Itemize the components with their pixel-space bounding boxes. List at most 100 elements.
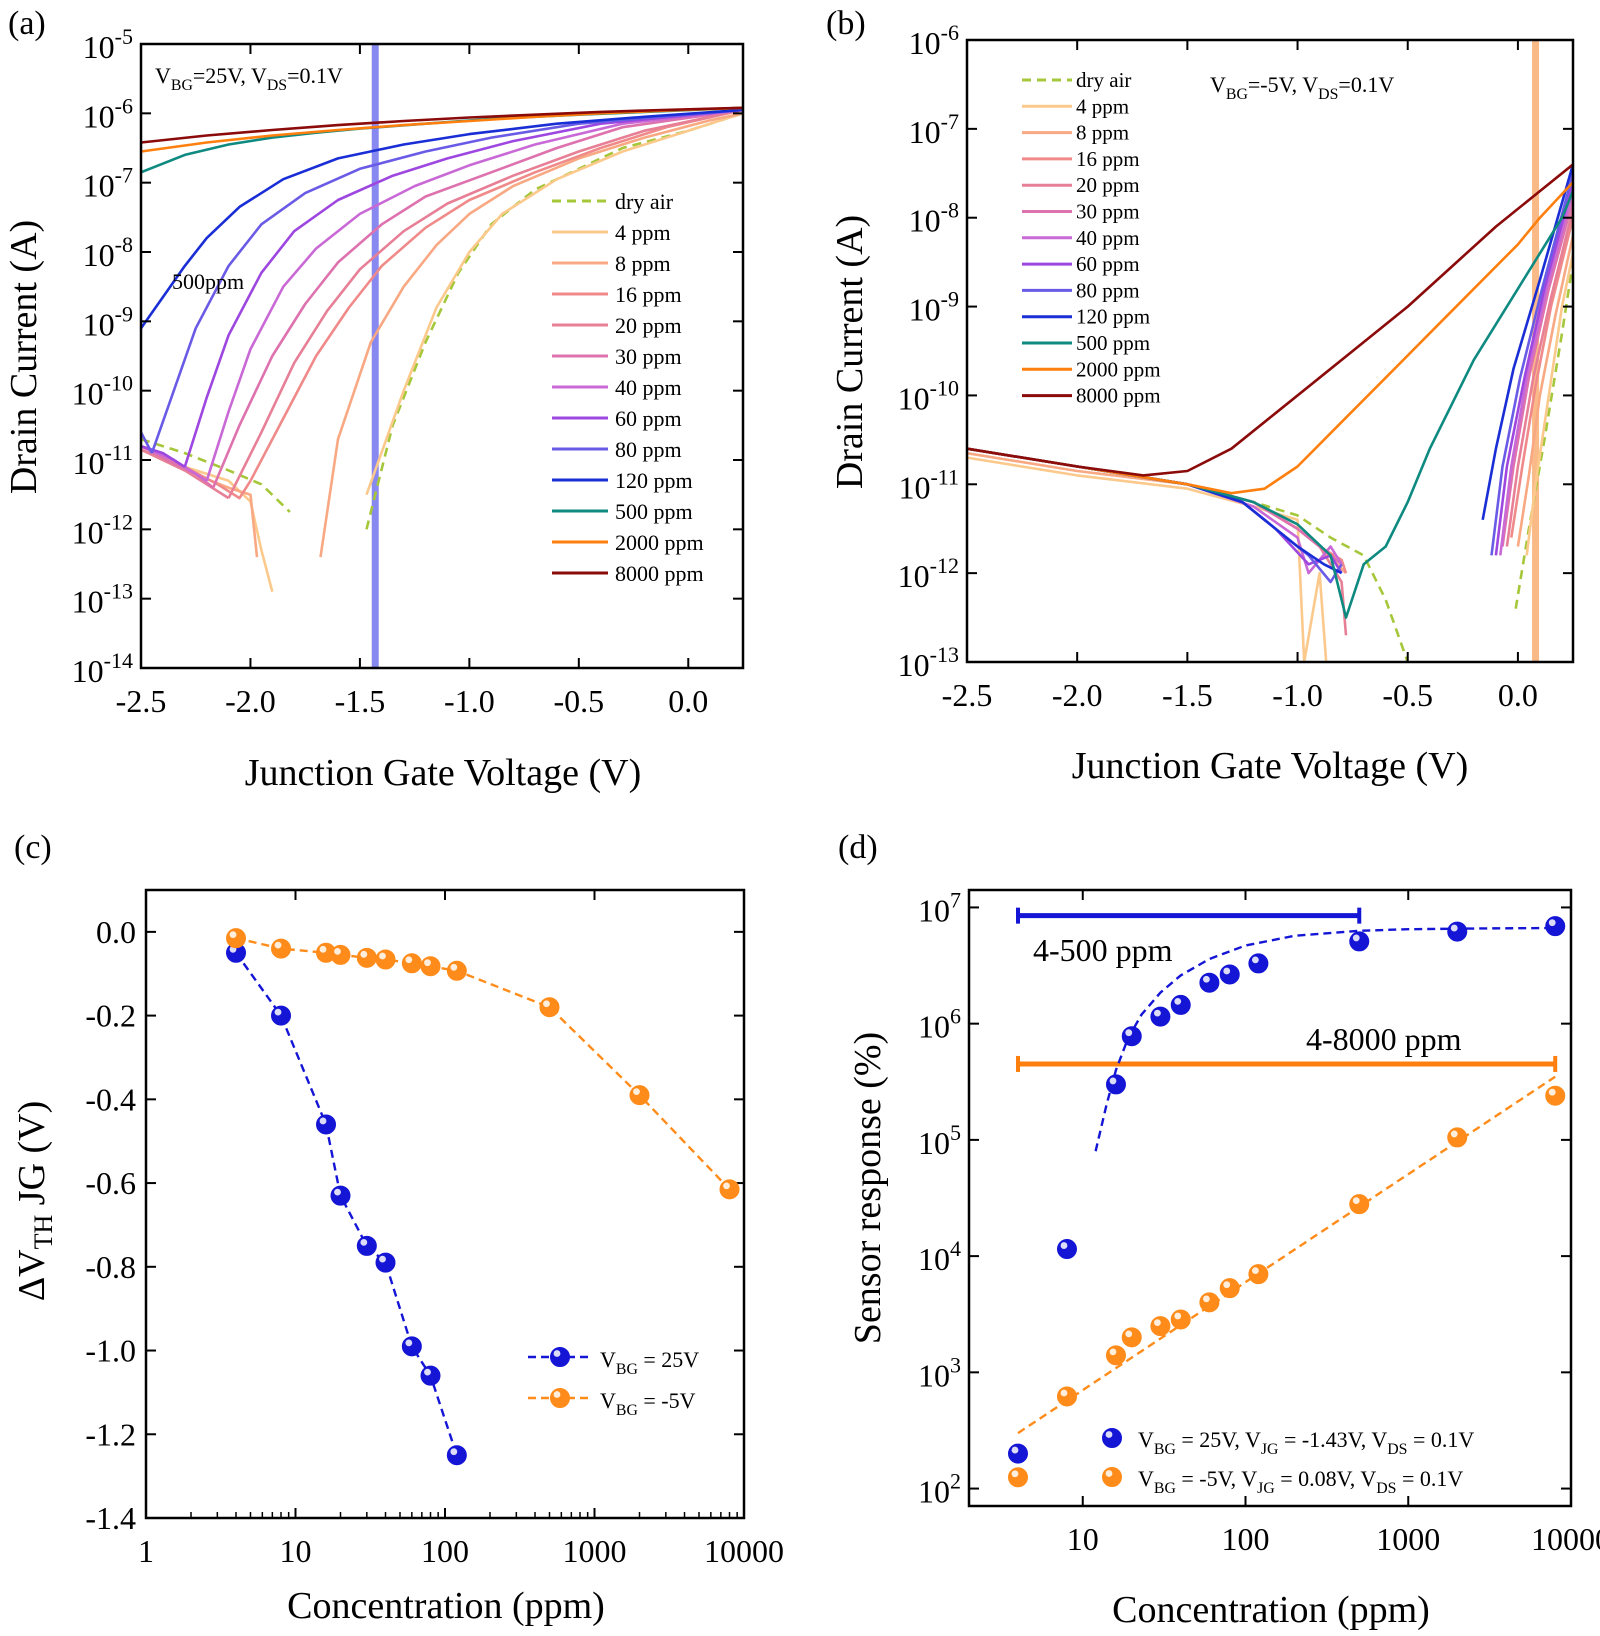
series-line-30-ppm [1501,199,1573,547]
data-point [271,938,292,959]
data-point [330,1185,351,1206]
x-tick-label: -1.0 [1272,677,1323,713]
series-line-80-ppm [150,108,743,454]
series-line-500-ppm-left [967,190,1573,619]
legend-label: 60 ppm [1076,252,1140,276]
data-point-highlight [450,1448,458,1456]
data-point-highlight [1125,1330,1133,1338]
y-tick-label: 10-12 [898,553,959,594]
series-line-dry-air-left [141,437,291,513]
data-point-highlight [1352,934,1360,942]
data-point-highlight [379,1255,386,1263]
panel-label-a: (a) [8,5,46,42]
data-point-highlight [1174,1312,1182,1320]
legend-label: VBG = 25V, VJG = -1.43V, VDS = 0.1V [1138,1427,1474,1458]
legend-label: 8000 ppm [615,561,704,586]
series-line-1 [235,936,731,1191]
y-tick-label: 10-8 [83,232,133,273]
series-line-8000-ppm-left [967,163,1573,477]
data-point-highlight [360,950,368,958]
data-point [1150,1006,1171,1027]
legend-label: 16 ppm [1076,147,1140,171]
x-tick-label: 0.0 [1498,677,1538,713]
data-point-highlight [1125,1029,1133,1037]
legend-label: 80 ppm [1076,278,1140,302]
series-line-dry-air [365,112,743,530]
data-point [1545,916,1566,937]
legend-marker [550,1388,570,1408]
panel-b-ylabel: Drain Current (A) [829,215,871,489]
data-point [1219,964,1240,985]
data-point [1199,972,1220,993]
data-point-highlight [424,1368,431,1376]
data-point-highlight [1450,1130,1458,1138]
data-point-highlight [1548,1088,1556,1096]
panel-b-annotation: VBG=-5V, VDS=0.1V [1210,72,1394,103]
data-point [1248,1264,1269,1285]
data-point-highlight [360,1238,368,1246]
y-tick-label: 107 [918,887,961,928]
x-tick-label: 1 [138,1533,154,1569]
panel-a-chart: -2.5 -2.0 -1.5 -1.0 -0.5 0.0 10-5 10-6 10-7 10-8 1… [72,24,745,719]
panel-d-xlabel: Concentration (ppm) [1112,1589,1430,1631]
y-tick-label: -1.2 [85,1416,136,1452]
series-line-2000-ppm-left [967,181,1573,495]
x-tick-label: 0.0 [668,683,708,719]
legend-label: 16 ppm [615,282,682,307]
data-point-highlight [723,1182,730,1190]
data-point [271,1005,292,1026]
legend-label: 80 ppm [615,437,682,462]
series-line-16-ppm-left [141,444,252,500]
legend-label: 30 ppm [615,344,682,369]
data-point-highlight [1109,1077,1117,1085]
y-tick-label: 106 [918,1004,961,1045]
panel-c-ylabel: ΔVTH JG (V) [11,1101,58,1302]
y-tick-label: 10-11 [898,464,959,505]
data-point-highlight [229,931,237,939]
y-tick-label: 10-5 [83,24,133,65]
data-point [1170,1309,1191,1330]
data-point [1349,1194,1370,1215]
y-tick-label: 10-9 [83,301,133,342]
x-tick-label: 10000 [1531,1521,1600,1557]
fit-curve [1017,1075,1556,1435]
data-point-highlight [1251,1267,1259,1275]
data-point-highlight [319,1117,327,1125]
range-label-short: 4-500 ppm [1033,932,1173,968]
y-tick-label: 103 [918,1352,961,1393]
panel-b-chart: -2.5 -2.0 -1.5 -1.0 -0.5 0.0 10-6 10-7 10-8 10-9 1… [898,20,1575,713]
data-point [1105,1074,1126,1095]
legend-label: 20 ppm [615,313,682,338]
data-point-highlight [1011,1470,1019,1478]
data-point-highlight [334,1188,341,1196]
legend-marker-highlight [553,1350,561,1357]
legend-label: 500 ppm [615,499,693,524]
data-point-highlight [1202,975,1210,983]
series-line-80-ppm-left [141,431,154,454]
y-tick-label: 10-7 [83,163,133,204]
series-line-16-ppm [1510,217,1573,538]
legend-label: 120 ppm [615,468,693,493]
y-tick-label: 102 [918,1469,961,1510]
series-line-20-ppm [1505,208,1573,547]
data-point [356,1235,377,1256]
x-tick-label: 100 [1222,1521,1270,1557]
data-point-highlight [1174,998,1182,1005]
series-line-40-ppm [1499,190,1573,556]
x-tick-label: -1.0 [444,683,495,719]
x-tick-label: 10000 [704,1533,784,1569]
y-tick-label: 10-6 [909,20,959,61]
data-point [1219,1278,1240,1299]
legend-label: VBG = 25V [600,1347,699,1378]
legend-label: 20 ppm [1076,173,1140,197]
data-point-highlight [319,945,327,953]
data-point-highlight [543,1000,550,1008]
data-point-highlight [274,1008,282,1016]
data-point-highlight [1202,1295,1210,1303]
legend-marker-highlight [1105,1470,1113,1477]
panel-a-frame [139,42,745,670]
series-line-40-ppm [205,108,743,482]
series-line-8000-ppm [141,106,743,144]
data-point-highlight [424,959,431,967]
